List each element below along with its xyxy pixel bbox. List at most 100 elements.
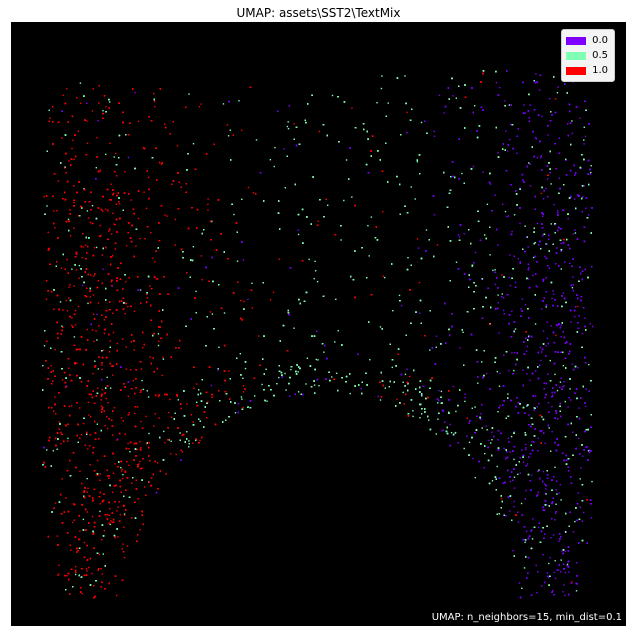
point-0-5 <box>507 393 509 395</box>
point-0-0 <box>540 530 543 533</box>
point-0-0 <box>406 132 408 134</box>
point-0-0 <box>587 459 589 461</box>
point-0-5 <box>369 359 371 361</box>
point-0-0 <box>294 393 296 395</box>
point-0-0 <box>590 450 592 452</box>
point-0-0 <box>502 203 504 205</box>
point-0-0 <box>575 172 577 174</box>
point-0-5 <box>513 458 515 461</box>
point-0-5 <box>113 156 115 158</box>
point-0-0 <box>528 424 530 426</box>
point-0-0 <box>551 431 553 433</box>
point-0-0 <box>464 393 466 395</box>
point-0-0 <box>542 234 544 237</box>
point-0-0 <box>377 395 379 398</box>
point-0-0 <box>495 81 498 84</box>
point-0-0 <box>548 238 550 240</box>
point-0-5 <box>317 359 319 361</box>
series-0-0-points <box>43 70 594 599</box>
point-0-0 <box>81 284 84 287</box>
point-0-0 <box>524 443 527 446</box>
point-0-0 <box>500 432 502 434</box>
point-0-5 <box>462 331 464 333</box>
point-0-5 <box>123 513 126 515</box>
point-0-0 <box>528 535 531 537</box>
point-0-5 <box>86 433 88 435</box>
point-0-5 <box>323 351 325 353</box>
point-0-0 <box>522 384 524 387</box>
point-0-0 <box>433 130 435 133</box>
point-0-5 <box>308 258 310 261</box>
point-0-0 <box>289 395 291 397</box>
point-0-0 <box>481 404 483 406</box>
point-0-5 <box>163 430 165 433</box>
point-0-5 <box>520 502 523 505</box>
point-0-0 <box>580 397 582 399</box>
point-0-0 <box>241 241 243 243</box>
point-0-5 <box>285 389 287 391</box>
point-0-0 <box>551 518 553 520</box>
point-0-5 <box>78 264 81 267</box>
point-0-0 <box>528 414 530 416</box>
point-0-0 <box>592 325 594 328</box>
point-0-5 <box>392 310 394 312</box>
point-0-5 <box>99 510 101 513</box>
point-0-0 <box>565 459 568 461</box>
point-0-0 <box>557 210 559 212</box>
point-0-0 <box>505 130 507 132</box>
point-0-0 <box>512 373 514 375</box>
point-0-0 <box>555 384 557 386</box>
point-0-0 <box>539 346 542 349</box>
point-0-0 <box>576 583 578 585</box>
point-0-5 <box>148 432 150 435</box>
point-0-0 <box>562 552 564 555</box>
point-0-0 <box>543 382 545 384</box>
point-0-0 <box>510 184 512 186</box>
point-0-5 <box>217 368 219 370</box>
point-0-5 <box>484 452 486 455</box>
point-0-5 <box>489 254 491 256</box>
point-0-0 <box>496 277 498 279</box>
umap-scatter <box>42 70 594 599</box>
point-0-0 <box>577 322 579 324</box>
point-0-5 <box>554 560 556 562</box>
point-0-0 <box>563 459 565 462</box>
point-0-0 <box>242 259 245 261</box>
point-0-0 <box>587 173 589 175</box>
point-0-5 <box>492 269 494 272</box>
point-0-0 <box>542 470 545 473</box>
point-0-0 <box>547 265 549 267</box>
point-0-0 <box>563 336 565 339</box>
point-0-0 <box>559 386 561 388</box>
point-0-5 <box>560 499 562 501</box>
point-0-0 <box>568 397 570 399</box>
point-0-5 <box>521 587 523 589</box>
point-0-0 <box>526 165 528 168</box>
point-0-0 <box>545 488 547 490</box>
point-0-0 <box>525 337 527 340</box>
point-0-0 <box>536 592 538 594</box>
point-0-5 <box>481 427 483 429</box>
point-0-5 <box>486 429 488 431</box>
point-0-0 <box>117 438 119 440</box>
point-0-5 <box>590 171 592 174</box>
point-0-0 <box>237 403 240 405</box>
point-0-0 <box>550 325 552 327</box>
point-0-5 <box>410 186 412 188</box>
point-0-5 <box>211 313 214 315</box>
point-0-0 <box>551 405 553 408</box>
point-0-0 <box>543 483 546 485</box>
point-0-0 <box>349 147 351 149</box>
point-0-0 <box>578 542 580 544</box>
point-0-0 <box>581 332 584 335</box>
point-0-0 <box>497 449 500 451</box>
point-0-0 <box>551 396 553 398</box>
point-0-0 <box>530 425 532 428</box>
point-0-0 <box>505 515 507 517</box>
point-0-0 <box>155 491 158 494</box>
point-0-0 <box>503 400 505 402</box>
point-0-0 <box>552 395 554 397</box>
point-0-5 <box>261 383 263 386</box>
point-0-5 <box>86 477 88 480</box>
point-0-0 <box>508 369 510 372</box>
